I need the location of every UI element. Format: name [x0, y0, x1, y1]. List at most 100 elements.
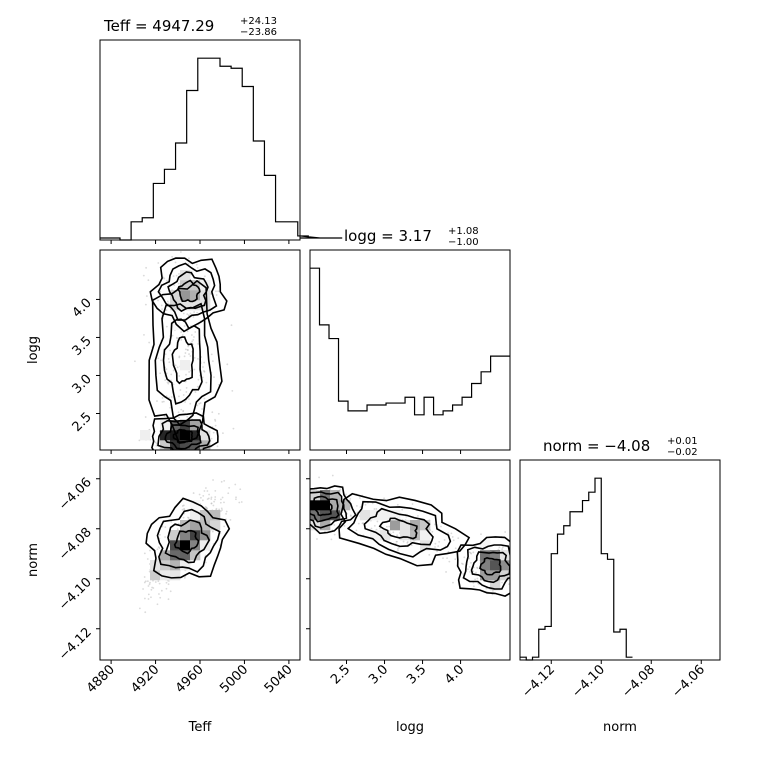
teff-norm-density-point [147, 585, 150, 587]
teff-logg-y-tick-label: 2.5 [70, 410, 95, 435]
teff-norm-y-tick-label: −4.08 [56, 525, 95, 564]
teff-logg-density-point [215, 290, 217, 293]
teff-logg-density-point [144, 416, 147, 418]
logg-norm-density-contour [310, 495, 340, 523]
logg-norm-density-point [300, 513, 302, 515]
teff-logg-density-point [143, 333, 145, 336]
logg-norm-density-contour [338, 492, 471, 567]
teff-logg-density-point [193, 311, 196, 313]
logg-norm-density-bin [480, 570, 491, 581]
teff-logg-density-point [175, 336, 178, 339]
logg-norm-density-point [409, 540, 412, 543]
logg-norm-density-point [452, 539, 455, 542]
teff-norm-density-point [138, 607, 141, 610]
teff-norm-density-point [238, 501, 241, 504]
logg-norm-density-point [396, 534, 399, 537]
teff-logg-density-point [182, 394, 185, 396]
logg-norm-x-tick-label: 2.5 [328, 662, 353, 687]
teff-norm-density-point [183, 576, 186, 579]
teff-norm-density-point [156, 603, 159, 606]
teff-logg-y-tick-label: 4.0 [70, 296, 95, 321]
logg-norm-density-point [448, 560, 451, 563]
teff-logg-density-point [173, 284, 176, 287]
teff-logg-density-point [173, 451, 175, 453]
logg-norm-density-point [517, 569, 519, 571]
teff-logg-density-point [197, 357, 199, 360]
logg-norm-density-point [476, 577, 479, 580]
logg-norm-density-point [472, 581, 475, 584]
loggHist-frame [309, 249, 511, 451]
teff-logg-density-point [203, 370, 206, 373]
logg-norm-density-point [472, 551, 475, 554]
teff-title-sub: −23.86 [240, 27, 277, 38]
teff-logg-density-point [168, 396, 170, 399]
teff-norm-density-point [170, 520, 173, 523]
logg-norm-density-point [480, 533, 482, 536]
teff-logg-density-point [186, 415, 189, 418]
teff-logg-density-point [171, 334, 174, 337]
logg-norm-density-point [454, 558, 457, 561]
teff-logg-density-point [157, 299, 159, 302]
teff-norm-density-point [214, 498, 216, 501]
teff-logg-density-point [155, 442, 158, 445]
logg-norm-density-point [462, 563, 464, 566]
teff-logg-density [134, 250, 235, 463]
logg-norm-density-point [306, 506, 308, 508]
teff-logg-density-point [171, 456, 173, 458]
teff-norm-density-point [201, 499, 204, 502]
logg-norm-density-point [436, 550, 438, 553]
teff-norm-density-point [154, 581, 157, 583]
teff-logg-density-point [164, 461, 166, 463]
teff-logg-density-point [186, 456, 188, 458]
norm-title-sup: +0.01 [667, 436, 698, 447]
teff-logg-density-point [180, 338, 183, 341]
teff-logg-density-bin [190, 300, 201, 311]
teff-logg-density-bin [170, 290, 181, 301]
teff-logg-density-contour [151, 412, 219, 450]
logg-norm-density-point [532, 560, 534, 562]
logg-norm-density-point [304, 513, 306, 515]
teff-logg-density-point [182, 312, 185, 315]
teff-logg-density-point [166, 381, 169, 384]
logg-norm-density-bin [370, 530, 381, 541]
teff-norm-density-point [167, 583, 170, 586]
logg-norm-density-point [296, 509, 298, 511]
teff-logg-density-point [188, 371, 191, 373]
teff-logg-density-point [197, 343, 200, 345]
teff-logg-density-point [196, 266, 199, 269]
logg-norm-density-point [296, 490, 298, 492]
teff-logg-density-contour [171, 336, 194, 385]
teff-logg-density-point [167, 357, 170, 360]
logg-norm-density-point [355, 505, 358, 507]
logg-norm-density-bin [330, 490, 341, 501]
teff-logg-density-point [172, 455, 174, 457]
teff-norm-density-point [240, 501, 243, 503]
logg-norm-density-point [305, 509, 307, 511]
logg-norm-density-point [469, 571, 471, 573]
teff-norm-density-point [157, 546, 160, 549]
teff-norm-density-point [212, 504, 215, 507]
teff-logg-density-point [185, 387, 188, 389]
teff-logg-density-point [183, 325, 186, 327]
teff-logg-density-point [203, 275, 206, 278]
teff-norm-density-point [176, 528, 179, 531]
teff-logg-density-contour [157, 419, 211, 450]
logg-norm-density-point [445, 571, 447, 573]
teff-norm-density-point [181, 505, 184, 507]
logg-norm-density-point [370, 527, 373, 530]
teff-logg-density-point [165, 309, 168, 312]
teff-logg-density-point [192, 339, 195, 341]
logg-norm-density-point [303, 511, 305, 513]
logg-norm-density-point [474, 578, 476, 581]
logg-norm-density-point [301, 517, 303, 519]
teff-norm-density-bin [180, 530, 191, 541]
logg-norm-density-point [434, 542, 437, 545]
logg-norm-density-point [472, 570, 475, 573]
teff-logg-density-bin [180, 440, 191, 450]
logg-norm-density-point [349, 514, 352, 517]
logg-norm-density-bin [320, 490, 331, 501]
logg-norm-density-point [296, 524, 298, 526]
teff-logg-density-point [201, 408, 203, 410]
logg-norm-density-point [301, 508, 303, 510]
teff-norm-density-point [210, 498, 213, 500]
